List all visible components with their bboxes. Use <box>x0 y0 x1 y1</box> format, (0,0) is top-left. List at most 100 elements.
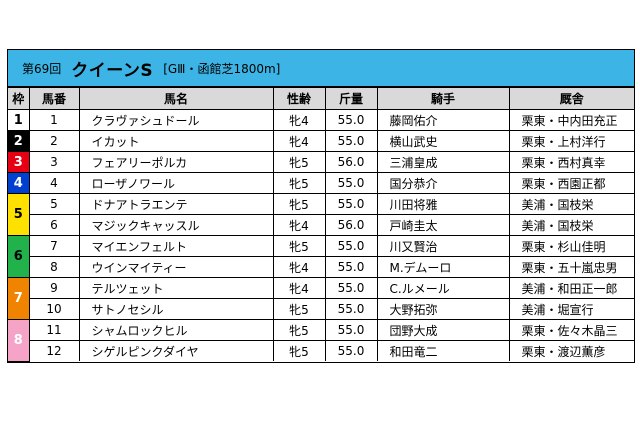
horse-number: 12 <box>29 340 80 361</box>
race-name: クイーンS <box>71 60 154 81</box>
stable: 栗東・五十嵐忠男 <box>508 256 634 278</box>
jockey: 横山武史 <box>376 130 510 152</box>
sex-age: 牝5 <box>272 340 326 361</box>
horse-name: ウインマイティー <box>78 256 274 278</box>
horse-number: 6 <box>29 214 80 236</box>
header-waku: 枠 <box>8 87 30 110</box>
table-row: 12 シゲルピンクダイヤ 牝5 55.0 和田竜二 栗東・渡辺薫彦 <box>8 340 634 361</box>
jockey: 大野拓弥 <box>376 298 510 320</box>
jockey: C.ルメール <box>376 277 510 299</box>
horse-name: サトノセシル <box>78 298 274 320</box>
header-jockey: 騎手 <box>376 87 510 110</box>
entries-body: 1 1 クラヴァシュドール 牝4 55.0 藤岡佑介 栗東・中内田充正 2 2 イカット 牝4 55.… <box>8 109 634 362</box>
horse-name: ドナアトラエンテ <box>78 193 274 215</box>
stable: 美浦・国枝栄 <box>508 214 634 236</box>
header-weight: 斤量 <box>324 87 378 110</box>
table-row: 3 3 フェアリーポルカ 牝5 56.0 三浦皇成 栗東・西村真幸 <box>8 151 634 173</box>
jockey: 川田将雅 <box>376 193 510 215</box>
sex-age: 牝4 <box>272 277 326 299</box>
sex-age: 牝4 <box>272 256 326 278</box>
sex-age: 牝5 <box>272 151 326 173</box>
weight: 55.0 <box>324 235 378 257</box>
waku-cell: 4 <box>8 172 30 194</box>
table-row: 10 サトノセシル 牝5 55.0 大野拓弥 美浦・堀宣行 <box>8 298 634 320</box>
table-row: 6 7 マイエンフェルト 牝5 55.0 川又賢治 栗東・杉山佳明 <box>8 235 634 278</box>
header-horse: 馬名 <box>78 87 274 110</box>
stable: 栗東・渡辺薫彦 <box>508 340 634 361</box>
sex-age: 牝5 <box>272 235 326 257</box>
jockey: 三浦皇成 <box>376 151 510 173</box>
stable: 栗東・佐々木晶三 <box>508 319 634 341</box>
waku-cell: 2 <box>8 130 30 152</box>
entries-table: 枠 馬番 馬名 性齢 斤量 騎手 厩舎 1 1 クラヴァシュドール 牝4 55.0 藤岡佑… <box>8 87 634 362</box>
weight: 55.0 <box>324 298 378 320</box>
weight: 55.0 <box>324 340 378 361</box>
sex-age: 牝4 <box>272 214 326 236</box>
weight: 55.0 <box>324 277 378 299</box>
table-row: 1 1 クラヴァシュドール 牝4 55.0 藤岡佑介 栗東・中内田充正 <box>8 109 634 131</box>
header-number: 馬番 <box>28 87 80 110</box>
horse-name: マイエンフェルト <box>78 235 274 257</box>
weight: 55.0 <box>324 256 378 278</box>
waku-cell: 8 <box>8 319 30 362</box>
table-row: 4 4 ローザノワール 牝5 55.0 国分恭介 栗東・西園正都 <box>8 172 634 194</box>
waku-cell: 5 <box>8 193 30 236</box>
jockey: 川又賢治 <box>376 235 510 257</box>
horse-name: シゲルピンクダイヤ <box>78 340 274 361</box>
horse-name: テルツェット <box>78 277 274 299</box>
race-entry-table: 第69回 クイーンS [GⅢ・函館芝1800m] 枠 馬番 馬名 性齢 斤量 騎… <box>7 49 635 363</box>
header-stable: 厩舎 <box>508 87 634 110</box>
stable: 栗東・上村洋行 <box>508 130 634 152</box>
header-sex-age: 性齢 <box>272 87 326 110</box>
horse-name: フェアリーポルカ <box>78 151 274 173</box>
table-row: 7 9 テルツェット 牝4 55.0 C.ルメール 美浦・和田正一郎 <box>8 277 634 320</box>
horse-number: 2 <box>28 130 80 152</box>
weight: 56.0 <box>324 214 378 236</box>
horse-number: 10 <box>29 298 80 320</box>
title-bar: 第69回 クイーンS [GⅢ・函館芝1800m] <box>8 50 634 87</box>
jockey: M.デムーロ <box>376 256 510 278</box>
horse-number: 9 <box>28 277 80 299</box>
stable: 栗東・杉山佳明 <box>508 235 634 257</box>
sex-age: 牝5 <box>272 172 326 194</box>
horse-name: シャムロックヒル <box>78 319 274 341</box>
waku-cell: 6 <box>8 235 30 278</box>
race-number: 第69回 <box>22 61 62 76</box>
table-row: 5 5 ドナアトラエンテ 牝5 55.0 川田将雅 美浦・国枝栄 <box>8 193 634 236</box>
horse-number: 3 <box>28 151 80 173</box>
weight: 55.0 <box>324 193 378 215</box>
waku-cell: 1 <box>8 109 30 131</box>
table-row: 2 2 イカット 牝4 55.0 横山武史 栗東・上村洋行 <box>8 130 634 152</box>
weight: 55.0 <box>324 172 378 194</box>
stable: 栗東・西園正都 <box>508 172 634 194</box>
horse-name: マジックキャッスル <box>78 214 274 236</box>
horse-number: 4 <box>28 172 80 194</box>
weight: 55.0 <box>324 130 378 152</box>
stable: 栗東・西村真幸 <box>508 151 634 173</box>
race-condition: [GⅢ・函館芝1800m] <box>163 61 281 76</box>
table-row: 8 11 シャムロックヒル 牝5 55.0 団野大成 栗東・佐々木晶三 <box>8 319 634 362</box>
weight: 55.0 <box>324 319 378 341</box>
stable: 美浦・国枝栄 <box>508 193 634 215</box>
weight: 56.0 <box>324 151 378 173</box>
horse-number: 11 <box>28 319 80 341</box>
horse-name: クラヴァシュドール <box>78 109 274 131</box>
stable: 美浦・和田正一郎 <box>508 277 634 299</box>
horse-number: 7 <box>28 235 80 257</box>
jockey: 団野大成 <box>376 319 510 341</box>
jockey: 藤岡佑介 <box>376 109 510 131</box>
weight: 55.0 <box>324 109 378 131</box>
stable: 栗東・中内田充正 <box>508 109 634 131</box>
stable: 美浦・堀宣行 <box>508 298 634 320</box>
horse-number: 8 <box>29 256 80 278</box>
sex-age: 牝5 <box>272 298 326 320</box>
horse-number: 1 <box>28 109 80 131</box>
header-row: 枠 馬番 馬名 性齢 斤量 騎手 厩舎 <box>8 87 634 110</box>
sex-age: 牝4 <box>272 109 326 131</box>
sex-age: 牝5 <box>272 193 326 215</box>
sex-age: 牝4 <box>272 130 326 152</box>
table-row: 8 ウインマイティー 牝4 55.0 M.デムーロ 栗東・五十嵐忠男 <box>8 256 634 278</box>
horse-name: イカット <box>78 130 274 152</box>
horse-name: ローザノワール <box>78 172 274 194</box>
waku-cell: 3 <box>8 151 30 173</box>
